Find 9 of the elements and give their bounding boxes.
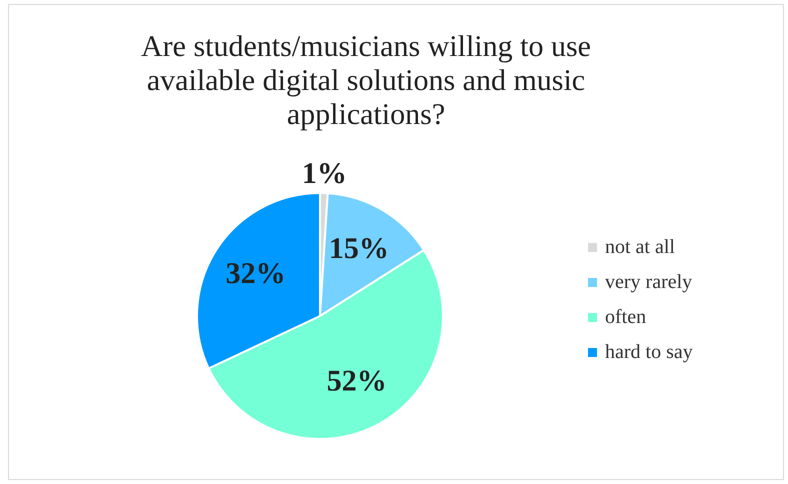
data-label: 32%: [226, 256, 286, 290]
data-label: 52%: [326, 364, 387, 398]
legend-label: hard to say: [605, 341, 693, 364]
legend-label: very rarely: [605, 271, 692, 294]
chart-title: Are students/musicians willing to use available digital solutions and music applications?: [140, 30, 592, 132]
legend-label: not at all: [605, 236, 675, 259]
data-label: 15%: [328, 232, 389, 266]
data-label: 1%: [302, 156, 347, 190]
legend-label: often: [605, 306, 646, 329]
